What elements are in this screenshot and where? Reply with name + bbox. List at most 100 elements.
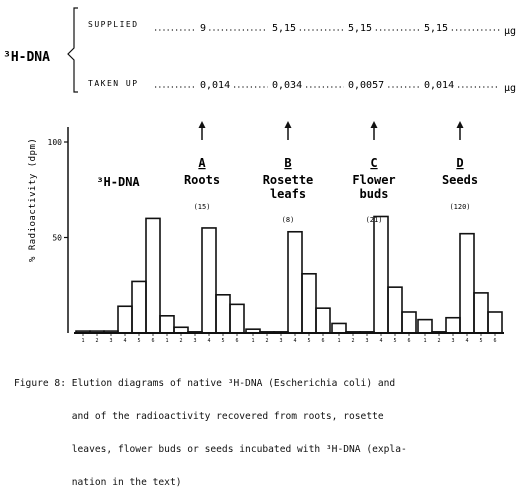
panel-title: Roots	[184, 173, 220, 187]
x-tick-label: 6	[151, 338, 154, 344]
x-tick-label: 3	[193, 338, 196, 344]
x-tick-label: 3	[451, 338, 454, 344]
bar	[473, 292, 489, 334]
panel-letter: B	[284, 156, 291, 170]
panel-title: Seeds	[442, 173, 478, 187]
x-tick-label: 5	[307, 338, 310, 344]
bar	[159, 315, 175, 334]
takenup-value: 0,0057	[348, 80, 384, 91]
bar	[201, 227, 217, 334]
arrow-head-icon	[284, 121, 292, 128]
bar	[131, 280, 147, 334]
x-tick-label: 6	[321, 338, 324, 344]
x-tick-label: 5	[137, 338, 140, 344]
figure-caption: Figure 8: Elution diagrams of native ³H-…	[14, 356, 519, 499]
x-tick-label: 1	[337, 338, 340, 344]
bar	[373, 215, 389, 334]
y-axis: 50 100 % Radioactivity (dpm)	[28, 127, 69, 333]
panel-count: (120)	[449, 203, 470, 211]
panel-letter: A	[198, 156, 206, 170]
panel-title: ³H-DNA	[96, 175, 140, 189]
x-tick-label: 2	[179, 338, 182, 344]
panel-title: leafs	[270, 187, 306, 201]
supplied-label: SUPPLIED	[88, 20, 139, 29]
caption-line: Figure 8: Elution diagrams of native ³H-…	[14, 378, 396, 389]
supplied-value: 5,15	[272, 23, 296, 34]
caption-line: leaves, flower buds or seeds incubated w…	[14, 444, 407, 455]
y-axis-label: % Radioactivity (dpm)	[28, 138, 38, 262]
x-tick-label: 5	[221, 338, 224, 344]
caption-line: nation in the text)	[14, 477, 182, 488]
bar	[459, 232, 475, 334]
bar	[117, 305, 133, 334]
bar	[417, 318, 433, 334]
panel-letter: D	[456, 156, 463, 170]
panel-letter: C	[370, 156, 377, 170]
arrow-head-icon	[370, 121, 378, 128]
panel-count: (8)	[282, 216, 295, 224]
bar	[387, 286, 403, 334]
x-tick-label: 4	[293, 338, 296, 344]
bar	[487, 311, 503, 334]
bar	[229, 303, 245, 334]
takenup-unit: µg	[504, 83, 516, 94]
x-tick-label: 2	[265, 338, 268, 344]
x-tick-label: 3	[109, 338, 112, 344]
x-tick-label: 2	[351, 338, 354, 344]
header-brace	[67, 7, 78, 93]
supplied-row: 9 5,15 5,15 5,15	[155, 23, 500, 34]
x-tick-label: 4	[465, 338, 468, 344]
supplied-unit: µg	[504, 26, 516, 37]
panel-title: Rosette	[263, 173, 314, 187]
figure: ³H-DNA SUPPLIED TAKEN UP 9 5,15 5,15 5,15 0…	[3, 7, 516, 344]
supplied-value: 5,15	[348, 23, 372, 34]
y-tick-label: 100	[48, 138, 63, 147]
y-tick-label: 50	[52, 234, 62, 243]
x-tick-label: 2	[95, 338, 98, 344]
bar	[315, 307, 331, 334]
panel: D Seeds (120) 1 2 3 4 5 6	[416, 121, 504, 344]
x-tick-label: 5	[393, 338, 396, 344]
x-tick-label: 1	[423, 338, 426, 344]
panel-title: Flower	[352, 173, 395, 187]
bar	[215, 293, 231, 334]
bar	[331, 322, 347, 334]
panel-count: (15)	[194, 203, 211, 211]
panel-title: buds	[360, 187, 389, 201]
x-tick-label: 1	[251, 338, 254, 344]
bar	[301, 272, 317, 334]
panel: ³H-DNA 1 2 3 4 5 6	[74, 175, 162, 344]
bar	[445, 316, 461, 334]
x-tick-label: 1	[81, 338, 84, 344]
takenup-value: 0,014	[200, 80, 230, 91]
supplied-value: 9	[200, 23, 206, 34]
x-tick-label: 6	[493, 338, 496, 344]
bar	[145, 217, 161, 334]
header-dna-label: ³H-DNA	[3, 50, 50, 65]
supplied-value: 5,15	[424, 23, 448, 34]
x-tick-label: 4	[379, 338, 382, 344]
panel: A Roots (15) 1 2 3 4 5 6	[158, 121, 246, 344]
header-block: ³H-DNA SUPPLIED TAKEN UP 9 5,15 5,15 5,15 0…	[3, 7, 516, 94]
x-tick-label: 2	[437, 338, 440, 344]
chart-panels: ³H-DNA 1 2 3 4 5 6 A Roots (15) 1 2 3 4 5 6 B Rosetteleaf…	[74, 121, 504, 344]
x-tick-label: 1	[165, 338, 168, 344]
x-tick-label: 5	[479, 338, 482, 344]
x-tick-label: 6	[235, 338, 238, 344]
x-tick-label: 4	[207, 338, 210, 344]
takenup-value: 0,034	[272, 80, 302, 91]
x-tick-label: 3	[365, 338, 368, 344]
takenup-value: 0,014	[424, 80, 454, 91]
bar	[401, 311, 417, 334]
arrow-head-icon	[456, 121, 464, 128]
takenup-row: 0,014 0,034 0,0057 0,014	[155, 80, 500, 91]
x-tick-label: 4	[123, 338, 126, 344]
x-tick-label: 6	[407, 338, 410, 344]
takenup-label: TAKEN UP	[88, 79, 139, 88]
x-tick-label: 3	[279, 338, 282, 344]
bar	[287, 230, 303, 334]
arrow-head-icon	[198, 121, 206, 128]
caption-line: and of the radioactivity recovered from …	[14, 411, 384, 422]
